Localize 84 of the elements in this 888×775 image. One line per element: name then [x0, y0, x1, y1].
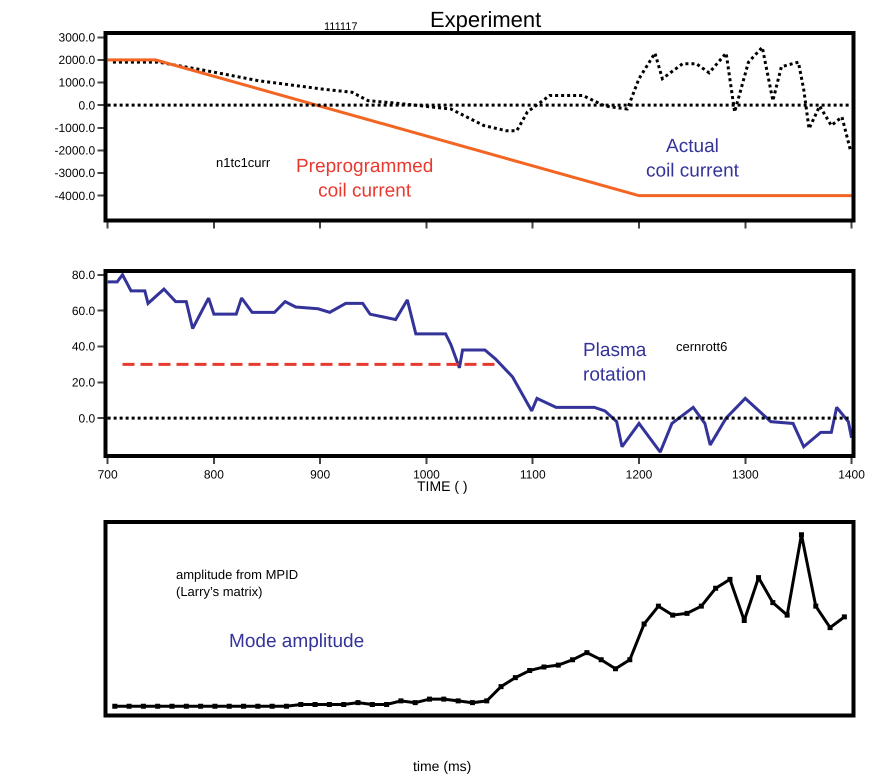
point	[670, 612, 676, 618]
point	[612, 666, 618, 672]
y-tick-label: -4000.0	[54, 188, 96, 203]
point	[241, 704, 246, 709]
point	[198, 704, 204, 709]
line-series	[111, 46, 852, 152]
point	[527, 668, 532, 674]
point	[284, 704, 289, 709]
point	[384, 702, 390, 707]
y-tick-label: -2000.0	[54, 144, 96, 158]
x-tick-label: 800	[204, 467, 224, 482]
chart-title: Experiment	[430, 7, 542, 32]
y-tick-label: 40.0	[72, 340, 96, 354]
annotation: amplitude from MPID (Larry’s matrix)	[176, 567, 298, 599]
point	[512, 675, 518, 680]
point	[212, 704, 218, 709]
y-tick-label: 20.0	[72, 375, 96, 390]
point	[298, 702, 304, 707]
annotation: n1tc1curr	[216, 155, 271, 170]
point	[627, 657, 632, 662]
point	[813, 604, 818, 609]
y-tick-label: 2000.0	[58, 53, 96, 68]
y-tick-label: 0.0	[78, 98, 96, 112]
point	[656, 604, 661, 609]
point	[355, 700, 360, 706]
y-tick-label: -1000.0	[54, 120, 96, 135]
point	[326, 702, 332, 707]
y-tick-label: 80.0	[72, 268, 96, 282]
point	[713, 586, 718, 591]
point	[541, 664, 546, 670]
point	[155, 704, 160, 709]
point	[226, 704, 232, 709]
point	[255, 704, 260, 709]
point	[140, 704, 146, 709]
point	[798, 532, 804, 538]
point	[842, 614, 847, 620]
point	[828, 625, 833, 630]
x-tick-label: 1100	[520, 467, 546, 482]
point	[556, 662, 561, 668]
point	[642, 622, 647, 627]
y-tick-label: 3000.0	[58, 30, 96, 44]
point	[170, 704, 175, 709]
annotation: cernrott6	[676, 339, 728, 354]
point	[484, 698, 490, 704]
point	[698, 604, 704, 609]
point	[126, 704, 132, 709]
x-tick-label: 700	[98, 467, 118, 482]
x-tick-label: 1200	[626, 467, 653, 482]
point	[456, 698, 461, 704]
point	[312, 702, 318, 707]
point	[684, 610, 690, 616]
point	[112, 704, 118, 709]
line-series	[108, 273, 852, 454]
point	[370, 702, 375, 707]
y-tick-label: 60.0	[72, 304, 96, 318]
point	[427, 696, 432, 702]
point	[184, 704, 189, 709]
point	[270, 704, 275, 709]
point	[584, 650, 590, 656]
point	[441, 696, 446, 702]
point	[742, 618, 747, 623]
annotation: Actual coil current	[646, 136, 740, 182]
y-tick-label: 0.0	[78, 411, 96, 426]
x-tick-label: 1300	[732, 467, 759, 482]
point	[341, 702, 346, 707]
y-tick-label: 1000.0	[58, 76, 96, 90]
annotation: Preprogrammed coil current	[296, 156, 434, 202]
annotation: Mode amplitude	[229, 631, 364, 652]
y-tick-label: -3000.0	[54, 166, 96, 180]
point	[398, 698, 404, 704]
annotation: Plasma rotation	[583, 340, 647, 386]
text: 111117	[324, 21, 358, 33]
point	[498, 684, 504, 690]
x-axis-title: time (ms)	[413, 758, 472, 774]
point	[770, 600, 776, 606]
point	[784, 612, 790, 618]
point	[756, 575, 762, 580]
point	[570, 657, 576, 662]
x-tick-label: 1400	[838, 467, 866, 482]
x-tick-label: 900	[310, 467, 331, 482]
point	[598, 657, 604, 662]
point	[470, 700, 475, 706]
point	[412, 700, 418, 706]
point	[727, 576, 732, 582]
